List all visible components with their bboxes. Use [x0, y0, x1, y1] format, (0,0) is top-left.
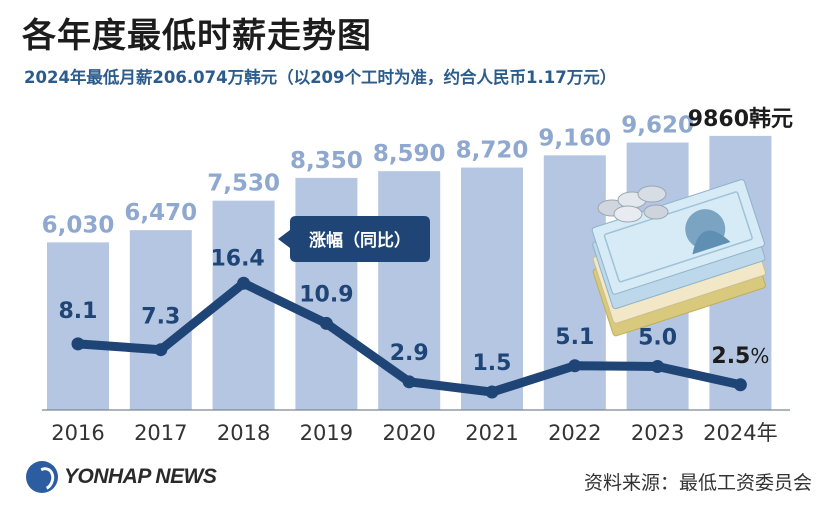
- bar-value-label: 6,030: [42, 212, 115, 238]
- growth-value-label: 5.0: [638, 326, 677, 351]
- growth-label-group: 8.1 7.3 16.4 10.9 2.9 1.5 5.1 5.0 2.5%: [59, 246, 770, 376]
- bar-2016: [47, 242, 109, 410]
- bar-value-label: 8,350: [290, 148, 363, 174]
- bar-value-label: 9860韩元: [688, 106, 793, 132]
- yonhap-logo-icon: [26, 461, 58, 493]
- growth-value-label: 10.9: [299, 282, 353, 307]
- x-tick-group: 2016 2017 2018 2019 2020 2021 2022 2023 2024年: [51, 421, 777, 445]
- x-tick-label: 2016: [51, 421, 104, 445]
- x-tick-label: 2017: [134, 421, 187, 445]
- x-tick-label: 2024年: [703, 421, 777, 445]
- bar-label-group: 6,030 6,470 7,530 8,350 8,590 8,720 9,160 9,620…: [42, 106, 793, 238]
- source-note: 资料来源：最低工资委员会: [583, 472, 812, 494]
- x-tick-label: 2020: [382, 421, 435, 445]
- logo-text: YONHAP NEWS: [64, 465, 217, 488]
- growth-point: [733, 378, 747, 392]
- growth-legend-callout: 涨幅（同比）: [278, 216, 430, 262]
- bar-2021: [461, 167, 523, 410]
- growth-value-label: 2.5%: [711, 344, 769, 369]
- growth-point: [402, 375, 416, 389]
- growth-point: [485, 385, 499, 399]
- bar-value-label: 9,620: [621, 113, 694, 139]
- x-tick-label: 2018: [217, 421, 270, 445]
- growth-value-label: 7.3: [141, 305, 180, 330]
- bar-value-label: 6,470: [124, 200, 197, 226]
- growth-point: [568, 359, 582, 373]
- growth-value-label: 16.4: [210, 246, 264, 271]
- growth-point: [651, 360, 665, 373]
- bar-value-label: 7,530: [207, 171, 280, 197]
- x-tick-label: 2023: [631, 421, 684, 445]
- page-subtitle: 2024年最低月薪206.074万韩元（以209个工时为准，约合人民币1.17万…: [24, 68, 617, 87]
- growth-point: [154, 343, 168, 357]
- bar-value-label: 8,590: [373, 141, 446, 167]
- bar-value-label: 8,720: [456, 138, 529, 164]
- growth-legend-label: 涨幅（同比）: [309, 230, 411, 251]
- growth-line-group: [71, 276, 747, 399]
- growth-point: [71, 337, 85, 351]
- page-title: 各年度最低时薪走势图: [22, 16, 372, 56]
- growth-point: [319, 316, 333, 330]
- bar-2017: [129, 230, 192, 410]
- x-tick-label: 2022: [548, 421, 601, 445]
- bar-value-label: 9,160: [538, 125, 611, 151]
- growth-value-label: 8.1: [59, 299, 98, 324]
- yonhap-logo: YONHAP NEWS: [26, 461, 217, 493]
- growth-value-label: 5.1: [555, 325, 594, 350]
- growth-point: [237, 276, 251, 290]
- x-tick-label: 2021: [465, 421, 518, 445]
- growth-value-label: 2.9: [390, 341, 429, 366]
- growth-value-label: 1.5: [473, 351, 512, 376]
- bar-2020: [378, 171, 441, 410]
- money-illustration-icon: [591, 179, 766, 337]
- x-tick-label: 2019: [300, 421, 353, 445]
